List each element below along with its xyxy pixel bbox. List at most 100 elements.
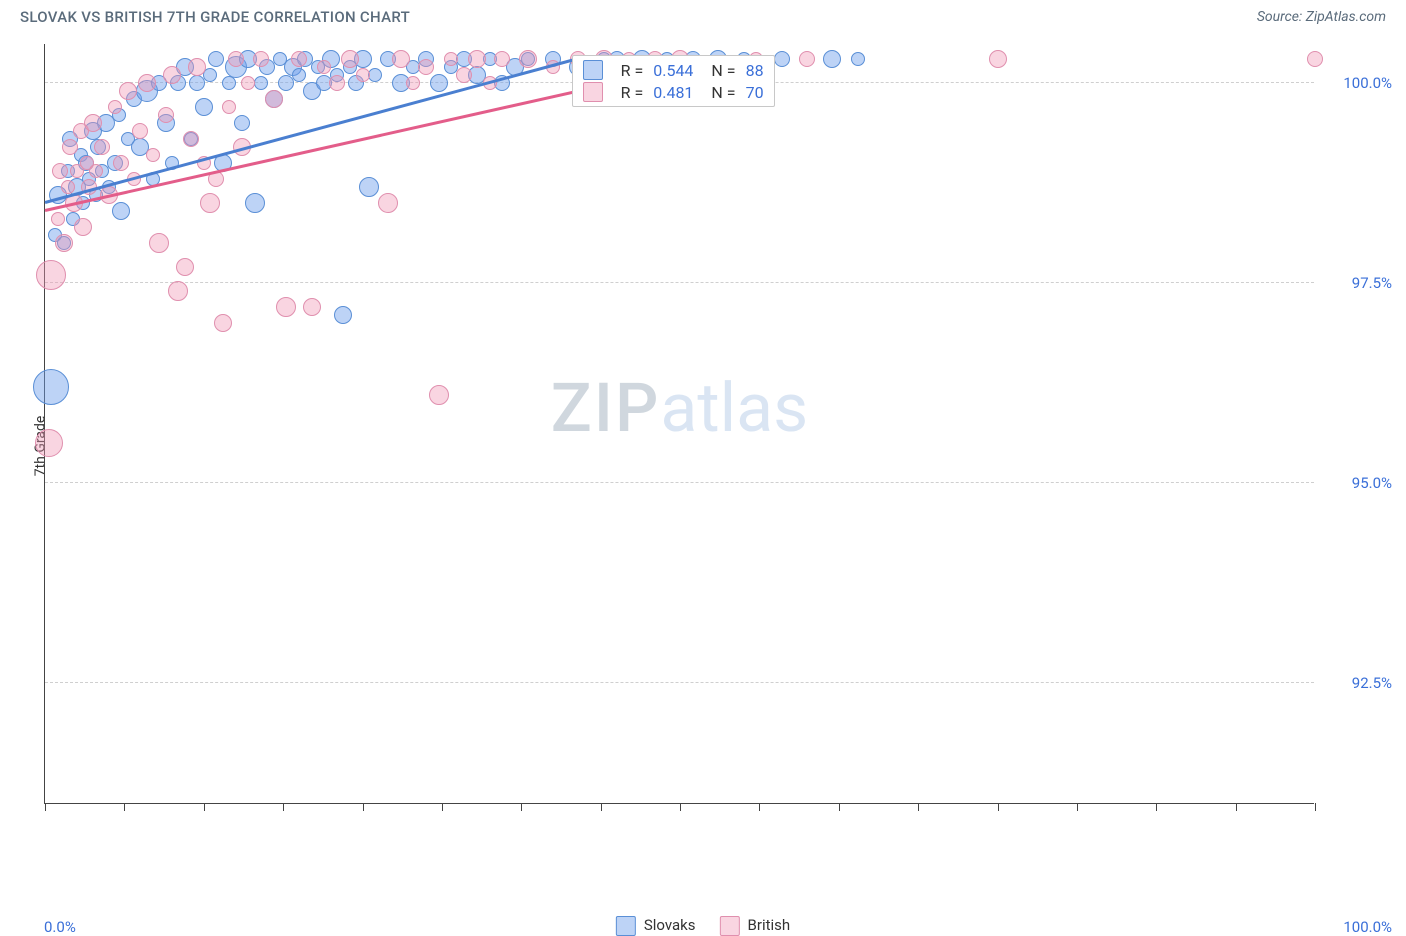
data-point (62, 139, 78, 155)
x-tick (998, 803, 999, 811)
data-point (254, 76, 268, 90)
data-point (149, 233, 169, 253)
data-point (113, 155, 129, 171)
r-value: 0.481 (653, 83, 693, 102)
data-point (222, 100, 236, 114)
legend-item: British (720, 916, 791, 936)
data-point (276, 297, 296, 317)
data-point (74, 218, 92, 236)
r-label: R = (621, 83, 644, 102)
n-value: 70 (746, 83, 764, 102)
data-point (378, 193, 398, 213)
x-tick (601, 803, 602, 811)
data-point (303, 298, 321, 316)
data-point (222, 76, 236, 90)
data-point (265, 90, 283, 108)
data-point (341, 50, 359, 68)
x-min-label: 0.0% (44, 918, 76, 936)
n-label: N = (711, 61, 735, 80)
chart-title: SLOVAK VS BRITISH 7TH GRADE CORRELATION … (20, 8, 410, 26)
data-point (146, 148, 160, 162)
x-tick (680, 803, 681, 811)
data-point (241, 76, 255, 90)
x-tick (521, 803, 522, 811)
chart-source: Source: ZipAtlas.com (1257, 9, 1386, 25)
data-point (368, 68, 382, 82)
y-tick-label: 100.0% (1320, 74, 1392, 92)
x-tick (1315, 803, 1316, 811)
data-point (774, 51, 790, 67)
legend-swatch (616, 916, 636, 936)
data-point (1307, 51, 1323, 67)
data-point (334, 306, 352, 324)
n-value: 88 (746, 61, 764, 80)
data-point (52, 163, 68, 179)
series-swatch (583, 60, 603, 80)
data-point (519, 50, 537, 68)
data-point (456, 67, 472, 83)
data-point (36, 260, 66, 290)
stat-row: R = 0.481 N = 70 (583, 82, 764, 102)
legend-item: Slovaks (616, 916, 696, 936)
data-point (112, 202, 130, 220)
y-tick-label: 95.0% (1320, 474, 1392, 492)
stat-row: R =0.544N =88 (583, 60, 764, 80)
data-point (392, 50, 410, 68)
data-point (158, 107, 174, 123)
data-point (429, 385, 449, 405)
data-point (200, 193, 220, 213)
data-point (35, 429, 63, 457)
data-point (245, 193, 265, 213)
data-point (132, 123, 148, 139)
data-point (359, 177, 379, 197)
x-tick (759, 803, 760, 811)
data-point (468, 50, 486, 68)
correlation-stat-box: R = 0.544 N = 88 R = 0.481 N = 70 (572, 55, 775, 107)
series-swatch (583, 82, 603, 102)
trend-line (45, 57, 579, 203)
data-point (228, 51, 244, 67)
data-point (94, 139, 110, 155)
y-tick-label: 92.5% (1320, 674, 1392, 692)
data-point (188, 58, 206, 76)
data-point (799, 51, 815, 67)
data-point (33, 369, 69, 405)
x-tick (45, 803, 46, 811)
data-point (253, 51, 269, 67)
n-label: N = (711, 83, 735, 102)
legend-swatch (720, 916, 740, 936)
scatter-chart: ZIPatlas 92.5%95.0%97.5%100.0%R =0.544N … (44, 44, 1314, 804)
data-point (851, 52, 865, 66)
y-tick-label: 97.5% (1320, 274, 1392, 292)
x-tick (204, 803, 205, 811)
x-tick (1156, 803, 1157, 811)
data-point (430, 74, 448, 92)
data-point (168, 281, 188, 301)
data-point (418, 59, 434, 75)
x-max-label: 100.0% (1343, 918, 1392, 936)
data-point (55, 234, 73, 252)
data-point (444, 52, 458, 66)
data-point (108, 100, 122, 114)
legend-label: British (748, 916, 791, 934)
gridline (45, 282, 1314, 283)
x-tick (918, 803, 919, 811)
data-point (61, 180, 75, 194)
data-point (195, 98, 213, 116)
data-point (208, 51, 224, 67)
data-point (494, 51, 510, 67)
data-point (89, 164, 103, 178)
data-point (51, 212, 65, 226)
data-point (406, 76, 420, 90)
data-point (138, 74, 156, 92)
data-point (163, 66, 181, 84)
x-tick (1077, 803, 1078, 811)
data-point (823, 50, 841, 68)
data-point (329, 75, 345, 91)
x-tick (363, 803, 364, 811)
data-point (183, 131, 199, 147)
data-point (317, 60, 331, 74)
r-value: 0.544 (653, 61, 693, 80)
data-point (989, 50, 1007, 68)
x-legend: Slovaks British (616, 916, 790, 936)
